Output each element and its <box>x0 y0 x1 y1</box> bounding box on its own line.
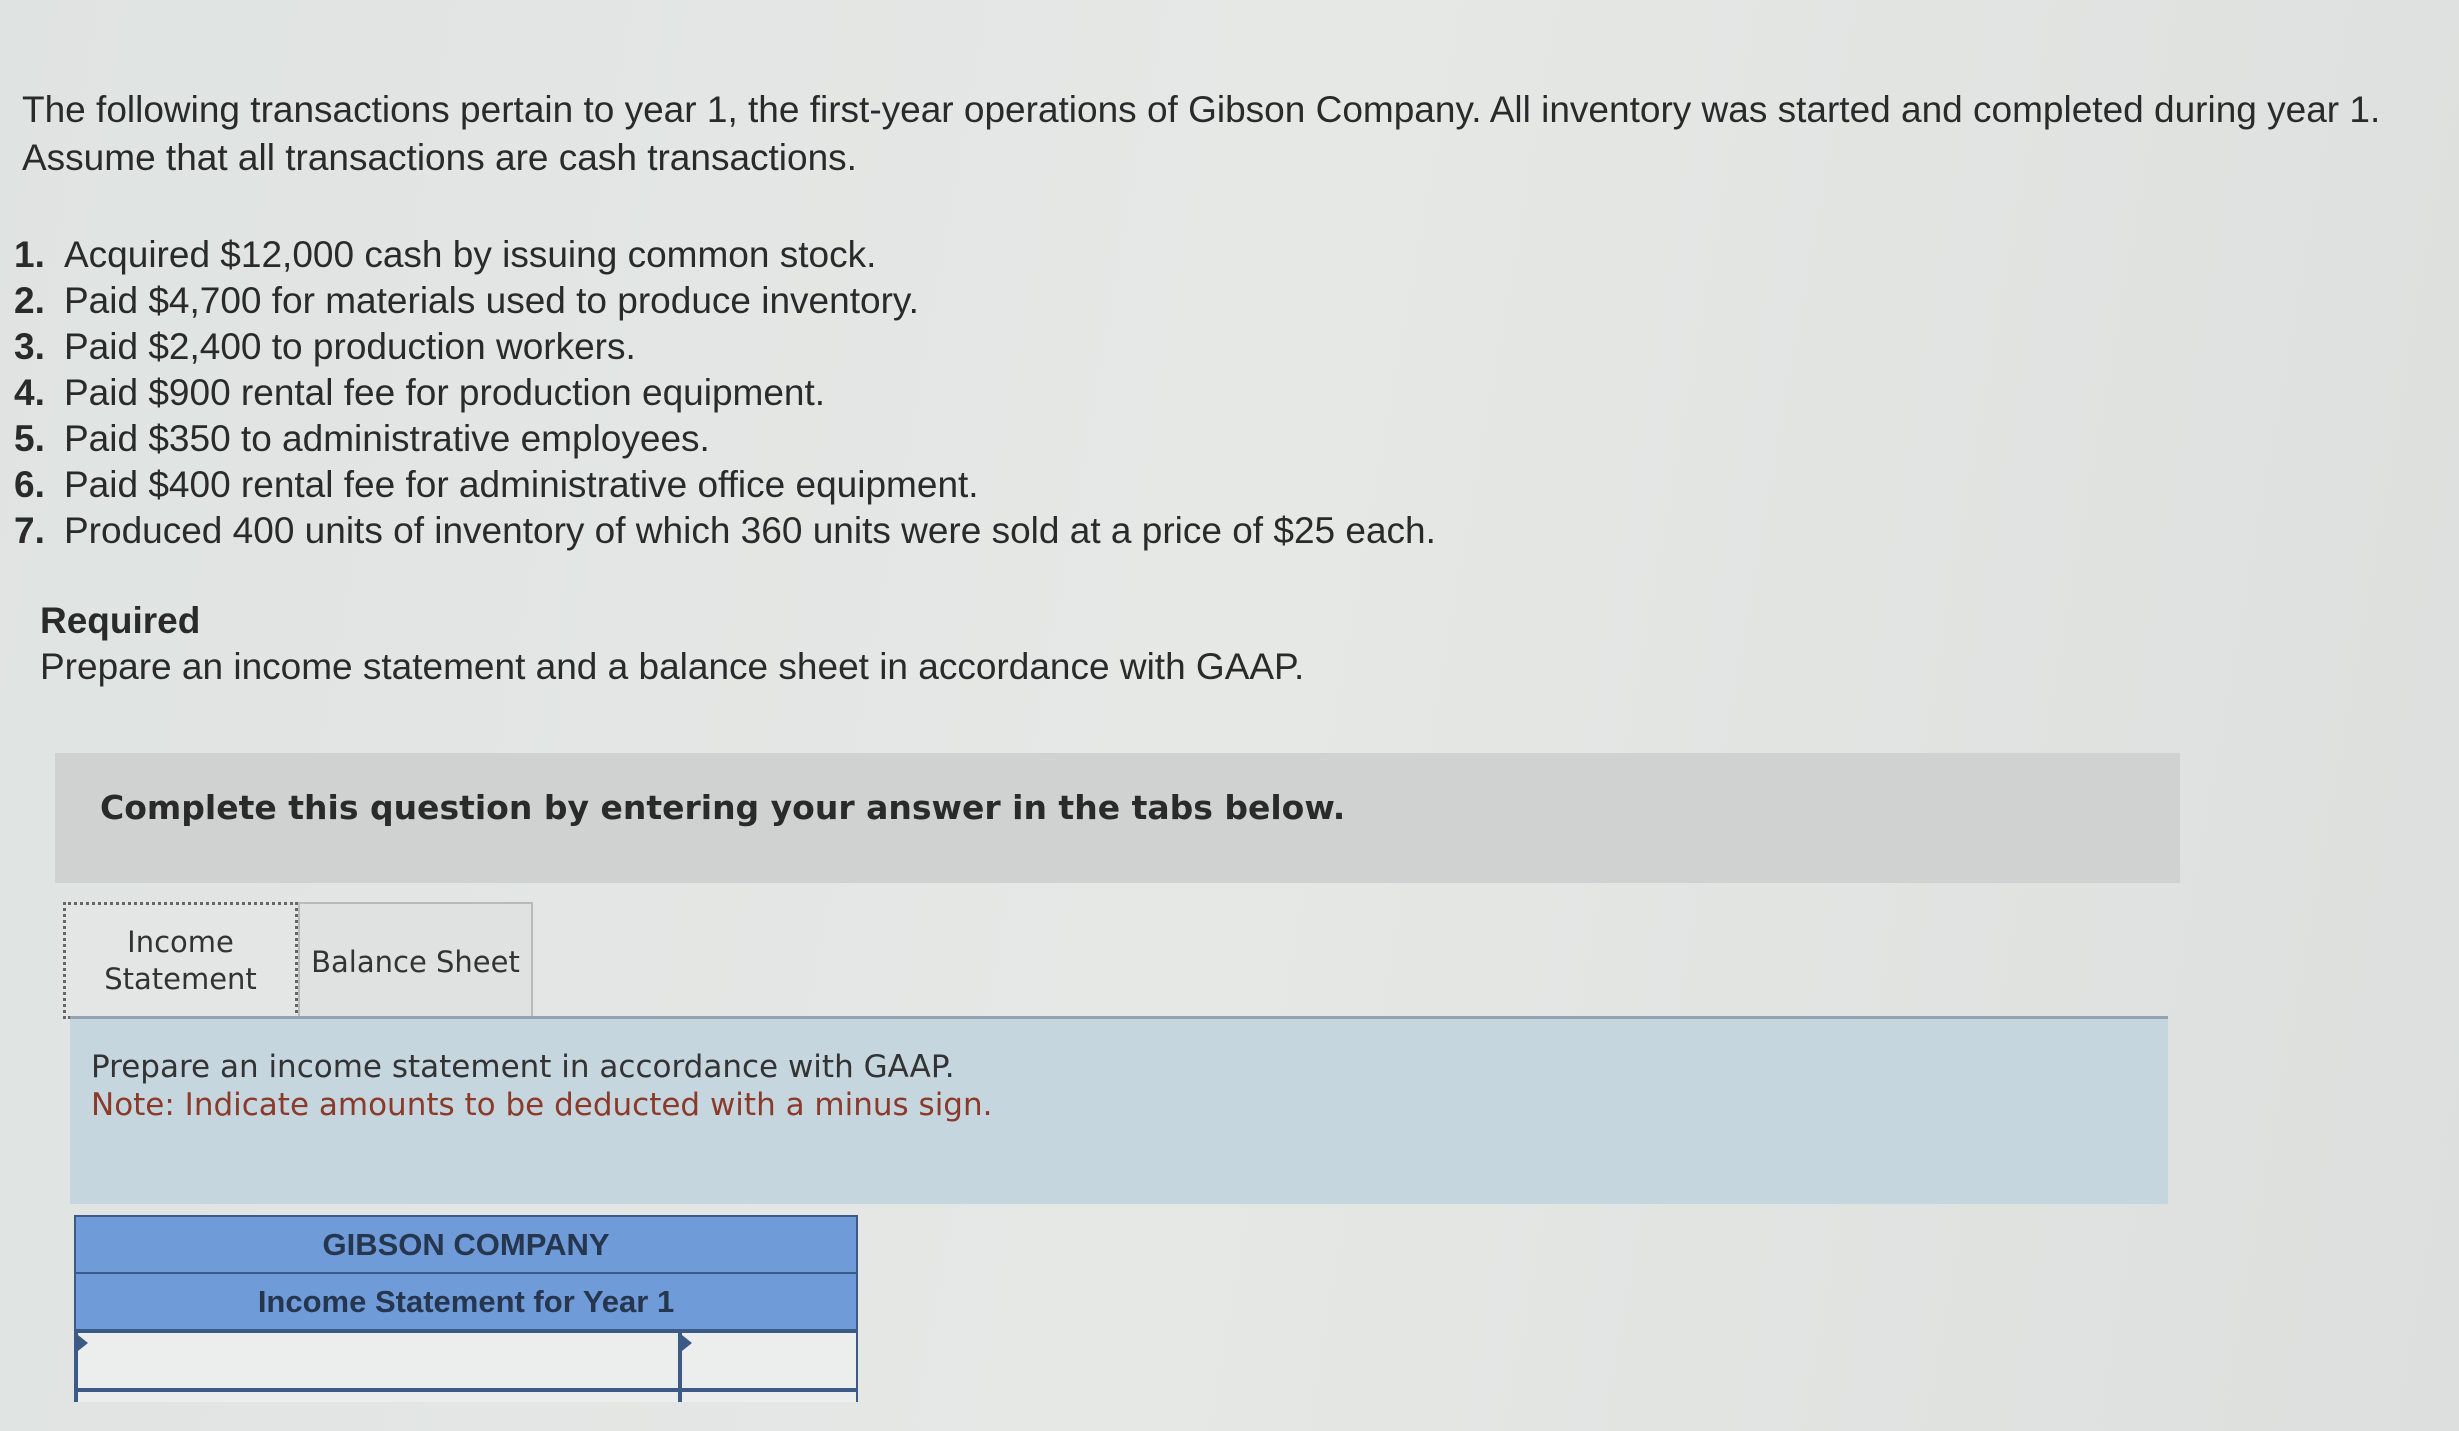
item-text: Acquired $12,000 cash by issuing common … <box>64 234 877 275</box>
amount-input[interactable] <box>682 1333 856 1388</box>
list-item: 6. Paid $400 rental fee for administrativ… <box>14 462 1436 508</box>
line-item-input[interactable] <box>78 1333 682 1388</box>
line-item-input[interactable] <box>78 1392 682 1402</box>
list-item: 1. Acquired $12,000 cash by issuing commo… <box>14 232 1436 278</box>
instructions-banner: Complete this question by entering your … <box>55 753 2180 883</box>
table-row <box>74 1329 858 1388</box>
required-heading: Required <box>40 600 201 641</box>
dropdown-marker-icon <box>682 1335 692 1351</box>
item-text: Paid $2,400 to production workers. <box>64 326 636 367</box>
item-number: 7. <box>14 510 45 551</box>
item-number: 4. <box>14 372 45 413</box>
list-item: 3. Paid $2,400 to production workers. <box>14 324 1436 370</box>
item-text: Paid $400 rental fee for administrative … <box>64 464 979 505</box>
item-number: 2. <box>14 280 45 321</box>
dropdown-marker-icon <box>78 1335 88 1351</box>
item-number: 3. <box>14 326 45 367</box>
table-row <box>74 1388 858 1402</box>
statement-title: Income Statement for Year 1 <box>74 1272 858 1329</box>
item-number: 1. <box>14 234 45 275</box>
tab-balance-sheet[interactable]: Balance Sheet <box>298 902 533 1019</box>
panel-instruction: Prepare an income statement in accordanc… <box>91 1049 955 1085</box>
tab-income-statement[interactable]: Income Statement <box>63 902 298 1019</box>
item-number: 6. <box>14 464 45 505</box>
list-item: 2. Paid $4,700 for materials used to prod… <box>14 278 1436 324</box>
list-item: 7. Produced 400 units of inventory of whi… <box>14 508 1436 554</box>
transaction-list: 1. Acquired $12,000 cash by issuing commo… <box>14 232 1436 554</box>
item-text: Paid $350 to administrative employees. <box>64 418 710 459</box>
item-number: 5. <box>14 418 45 459</box>
item-text: Paid $4,700 for materials used to produc… <box>64 280 919 321</box>
income-statement-table: GIBSON COMPANY Income Statement for Year… <box>74 1215 858 1402</box>
list-item: 4. Paid $900 rental fee for production eq… <box>14 370 1436 416</box>
item-text: Produced 400 units of inventory of which… <box>64 510 1436 551</box>
tab-instructions-panel: Prepare an income statement in accordanc… <box>70 1016 2168 1204</box>
item-text: Paid $900 rental fee for production equi… <box>64 372 826 413</box>
required-text: Prepare an income statement and a balanc… <box>40 646 1305 687</box>
list-item: 5. Paid $350 to administrative employees. <box>14 416 1436 462</box>
problem-intro: The following transactions pertain to ye… <box>22 89 2381 178</box>
company-header: GIBSON COMPANY <box>74 1215 858 1272</box>
instructions-text: Complete this question by entering your … <box>100 788 1346 827</box>
panel-note: Note: Indicate amounts to be deducted wi… <box>91 1087 993 1123</box>
